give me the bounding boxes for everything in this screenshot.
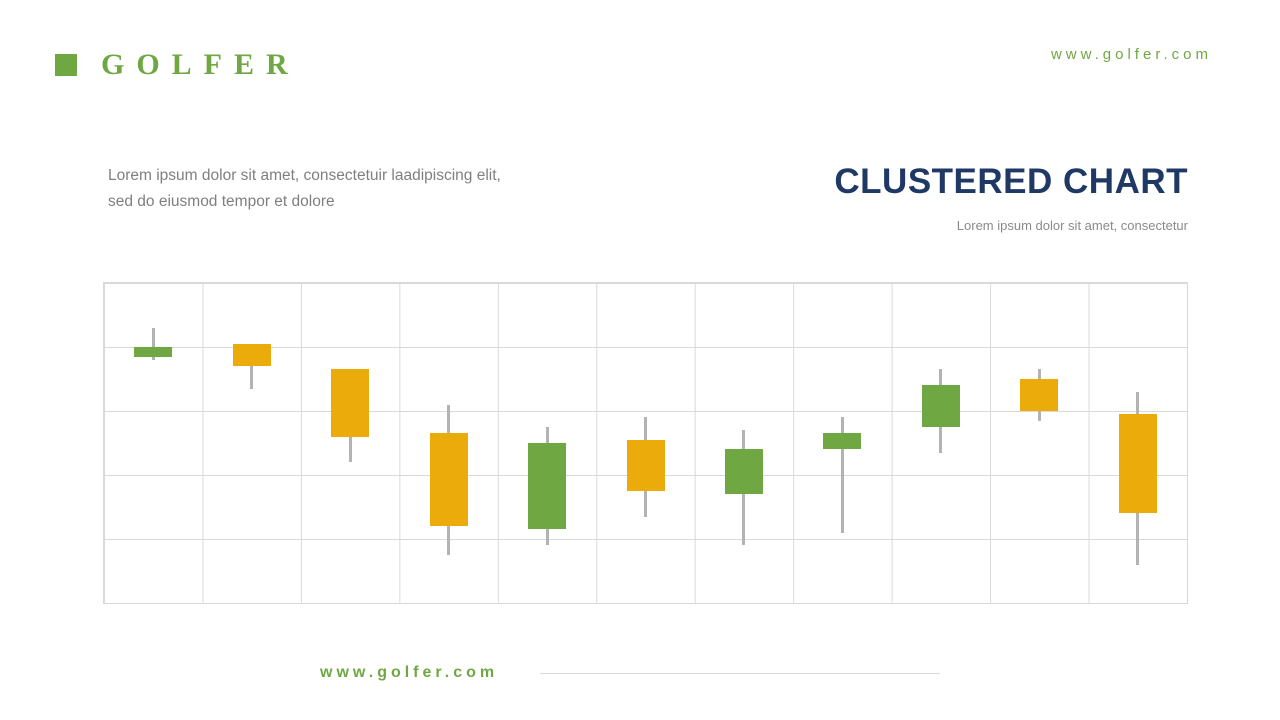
candle-body bbox=[724, 449, 763, 495]
candlestick-chart bbox=[103, 282, 1188, 604]
candle-body bbox=[1118, 414, 1157, 514]
intro-paragraph: Lorem ipsum dolor sit amet, consectetuir… bbox=[108, 163, 501, 215]
title-block: CLUSTERED CHART Lorem ipsum dolor sit am… bbox=[834, 162, 1188, 233]
candle-wick bbox=[151, 327, 155, 360]
candle-body bbox=[528, 443, 567, 530]
candle-wick bbox=[840, 417, 844, 533]
page-title: CLUSTERED CHART bbox=[834, 162, 1188, 201]
candle-body bbox=[134, 347, 173, 357]
candle-body bbox=[232, 343, 271, 367]
logo-square-icon bbox=[55, 54, 77, 76]
candle-body bbox=[429, 433, 468, 527]
logo: GOLFER bbox=[55, 48, 300, 82]
candle-body bbox=[1020, 379, 1059, 411]
intro-line-1: Lorem ipsum dolor sit amet, consectetuir… bbox=[108, 167, 501, 184]
candle-body bbox=[921, 385, 960, 427]
website-url-footer: www.golfer.com bbox=[320, 664, 499, 681]
candle-wick bbox=[250, 343, 254, 389]
intro-line-2: sed do eiusmod tempor et dolore bbox=[108, 193, 335, 210]
page-subtitle: Lorem ipsum dolor sit amet, consectetur bbox=[956, 218, 1188, 233]
logo-text: GOLFER bbox=[101, 48, 300, 81]
candle-body bbox=[823, 433, 862, 450]
candle-body bbox=[331, 369, 370, 437]
website-url-top: www.golfer.com bbox=[1050, 46, 1212, 63]
candle-body bbox=[626, 439, 665, 491]
footer-divider bbox=[540, 673, 940, 674]
